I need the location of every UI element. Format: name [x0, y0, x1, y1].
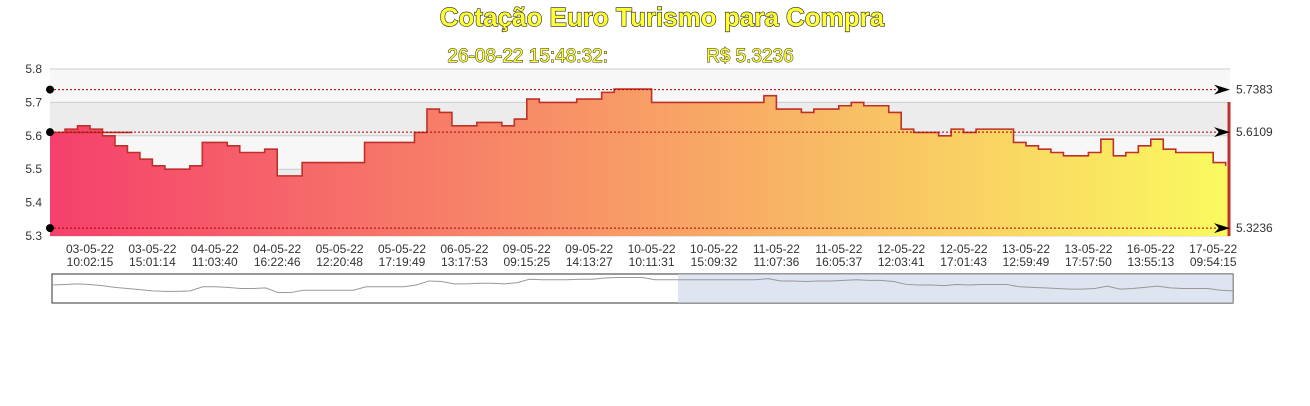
x-tick-label: 03-05-22: [66, 242, 114, 256]
x-tick-label: 10:11:31: [629, 255, 675, 269]
y-tick-label: 5.8: [25, 62, 42, 76]
x-tick-label: 11:07:36: [753, 255, 799, 269]
x-tick-label: 17:01:43: [940, 255, 987, 269]
subtitle-date: 26-08-22 15:48:32:: [447, 46, 608, 67]
x-tick-label: 10-05-22: [690, 242, 738, 256]
x-tick-label: 11-05-22: [815, 242, 862, 256]
subtitle-price: R$ 5.3236: [706, 46, 794, 67]
navigator: [51, 273, 1234, 304]
x-tick-label: 09-05-22: [503, 242, 551, 256]
x-tick-label: 11:03:40: [192, 255, 238, 269]
x-tick-label: 17:19:49: [379, 255, 426, 269]
x-tick-label: 12:59:49: [1003, 255, 1050, 269]
x-tick-label: 17-05-22: [1189, 242, 1237, 256]
x-tick-label: 04-05-22: [191, 242, 239, 256]
x-tick-label: 12-05-22: [877, 242, 925, 256]
reference-label: 5.7383: [1236, 83, 1273, 97]
reference-dot: [46, 224, 54, 233]
navigator-line: [51, 276, 1234, 294]
y-tick-label: 5.5: [25, 162, 42, 176]
x-tick-label: 05-05-22: [378, 242, 426, 256]
reference-arrow: [1214, 127, 1230, 138]
reference-arrow: [1214, 84, 1230, 95]
x-tick-label: 13:55:13: [1127, 255, 1174, 269]
x-tick-label: 16:22:46: [254, 255, 301, 269]
x-tick-label: 12:20:48: [316, 255, 363, 269]
x-tick-label: 03-05-22: [128, 242, 176, 256]
x-tick-label: 10:02:15: [67, 255, 114, 269]
reference-arrow: [1214, 223, 1230, 234]
x-tick-label: 15:09:32: [691, 255, 738, 269]
x-tick-label: 16-05-22: [1127, 242, 1175, 256]
x-tick-label: 09:15:25: [503, 255, 550, 269]
area: [50, 89, 1230, 236]
y-tick-label: 5.3: [25, 229, 42, 243]
reference-dot: [46, 128, 54, 137]
navigator-window[interactable]: [678, 274, 1233, 303]
x-tick-label: 04-05-22: [253, 242, 301, 256]
x-tick-label: 10-05-22: [628, 242, 676, 256]
x-tick-label: 15:01:14: [129, 255, 176, 269]
x-tick-label: 09-05-22: [565, 242, 613, 256]
x-tick-label: 13-05-22: [1002, 242, 1050, 256]
x-tick-label: 05-05-22: [316, 242, 364, 256]
x-tick-label: 17:57:50: [1065, 255, 1112, 269]
y-tick-label: 5.4: [25, 196, 42, 210]
x-tick-label: 13-05-22: [1064, 242, 1112, 256]
line: [50, 88, 1227, 177]
reference-dot: [46, 85, 54, 94]
chart-title: Cotação Euro Turismo para Compra: [440, 2, 885, 32]
x-tick-label: 13:17:53: [441, 255, 488, 269]
x-tick-label: 12-05-22: [940, 242, 988, 256]
reference-label: 5.6109: [1236, 125, 1273, 139]
y-tick-label: 5.7: [25, 95, 42, 109]
x-tick-label: 14:13:27: [566, 255, 613, 269]
y-tick-label: 5.6: [25, 129, 42, 143]
x-tick-label: 11-05-22: [753, 242, 800, 256]
x-tick-label: 16:05:37: [815, 255, 862, 269]
reference-label: 5.3236: [1236, 221, 1273, 235]
x-tick-label: 06-05-22: [440, 242, 488, 256]
x-tick-label: 09:54:15: [1190, 255, 1237, 269]
x-tick-label: 12:03:41: [878, 255, 925, 269]
